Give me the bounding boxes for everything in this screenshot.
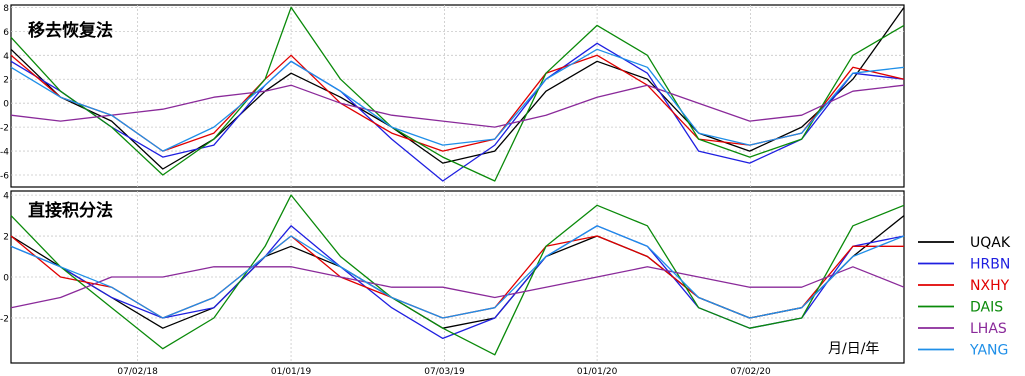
series-line-yang <box>10 48 905 152</box>
series-line-hrbn <box>10 42 905 182</box>
series-line-uqak <box>10 7 905 170</box>
y-tick-label: 4 <box>3 52 9 62</box>
legend-label-dais: DAIS <box>970 300 1003 316</box>
panel-y-ticks: -6 -4 -2 0 2 4 6 8 <box>0 4 9 182</box>
panel-y-ticks: -2 0 2 4 <box>0 192 9 325</box>
legend-label-yang: YANG <box>969 343 1008 359</box>
legend: UQAK HRBN NXHY DAIS LHAS YANG <box>918 235 1011 359</box>
panel-series <box>10 6 905 182</box>
y-tick-label: -6 <box>0 172 9 182</box>
series-line-lhas <box>10 84 905 128</box>
x-tick-label: 07/02/20 <box>730 367 771 376</box>
y-tick-label: -2 <box>0 124 9 134</box>
series-line-lhas <box>10 266 905 309</box>
x-tick-label: 01/01/19 <box>271 367 312 376</box>
legend-label-uqak: UQAK <box>970 235 1011 251</box>
legend-label-nxhy: NXHY <box>970 278 1010 294</box>
panel-series <box>10 194 905 356</box>
series-line-dais <box>10 194 905 356</box>
y-tick-label: -2 <box>0 314 9 324</box>
legend-label-lhas: LHAS <box>970 321 1007 337</box>
panel-remove-restore: -6 -4 -2 0 2 4 6 8 移去恢复法 <box>0 4 905 188</box>
panel-title: 移去恢复法 <box>28 20 113 41</box>
y-tick-label: 0 <box>3 274 9 284</box>
x-tick-label: 01/01/20 <box>577 367 618 376</box>
y-tick-label: 6 <box>3 28 9 38</box>
y-tick-label: -4 <box>0 148 9 158</box>
legend-label-hrbn: HRBN <box>970 257 1010 273</box>
x-axis-label: 月/日/年 <box>828 341 879 357</box>
y-tick-label: 2 <box>3 76 9 86</box>
series-line-yang <box>10 225 905 319</box>
series-line-dais <box>10 6 905 182</box>
x-axis-tick-labels: 07/02/18 01/01/19 07/03/19 01/01/20 07/02/20 <box>117 367 771 376</box>
y-tick-label: 4 <box>3 192 9 202</box>
panel-title: 直接积分法 <box>28 200 113 221</box>
x-tick-label: 07/02/18 <box>117 367 158 376</box>
panel-frame <box>10 4 905 188</box>
y-tick-label: 0 <box>3 100 9 110</box>
y-tick-label: 2 <box>3 233 9 243</box>
panel-direct-integration: -2 0 2 4 直接积分法 月/日/年 <box>0 190 905 364</box>
panel-grid <box>11 5 904 187</box>
y-tick-label: 8 <box>3 4 9 14</box>
x-tick-label: 07/03/19 <box>424 367 465 376</box>
